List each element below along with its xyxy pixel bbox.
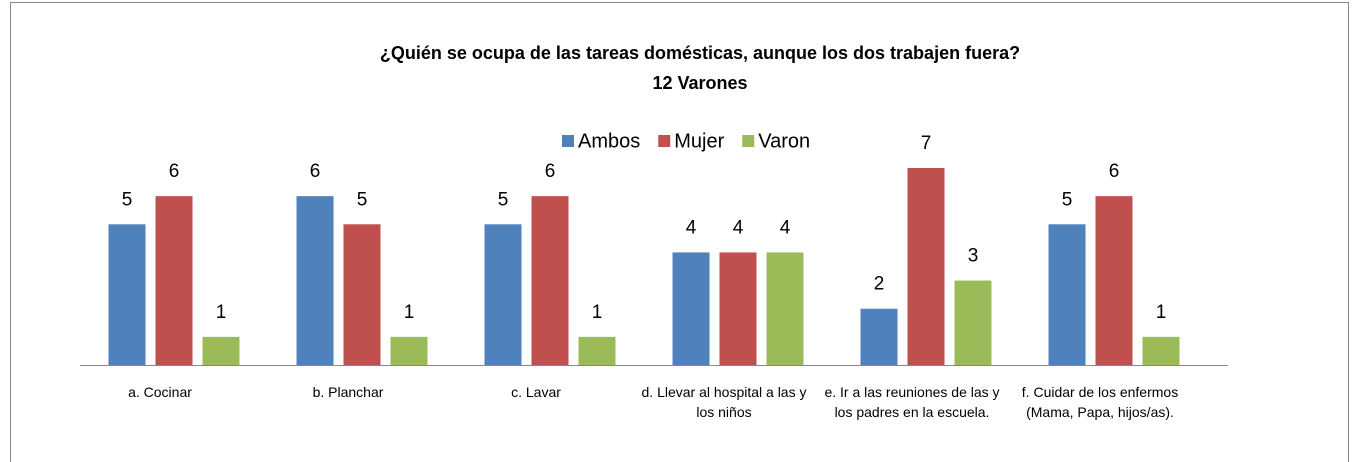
x-tick-label: c. Lavar bbox=[511, 384, 561, 400]
bar bbox=[155, 196, 193, 365]
bar bbox=[860, 308, 898, 365]
bar bbox=[1095, 196, 1133, 365]
legend-swatch bbox=[562, 135, 574, 147]
value-label: 1 bbox=[592, 302, 603, 323]
legend-label: Varon bbox=[758, 130, 810, 152]
value-label: 7 bbox=[921, 133, 932, 154]
legend-swatch bbox=[658, 135, 671, 147]
bar bbox=[907, 168, 945, 365]
bar bbox=[578, 336, 616, 365]
bar bbox=[531, 196, 569, 365]
bar bbox=[296, 196, 334, 365]
legend-label: Ambos bbox=[578, 130, 640, 152]
value-label: 3 bbox=[968, 246, 979, 267]
x-tick-label: f. Cuidar de los enfermos (Mama, Papa, h… bbox=[1021, 384, 1179, 420]
bar bbox=[672, 252, 710, 365]
value-label: 6 bbox=[545, 161, 556, 182]
bar bbox=[202, 336, 240, 365]
value-label: 4 bbox=[733, 217, 744, 238]
value-label: 5 bbox=[498, 189, 509, 210]
value-label: 4 bbox=[686, 217, 697, 238]
x-tick-label: b. Planchar bbox=[312, 384, 384, 400]
value-label: 1 bbox=[1156, 302, 1167, 323]
bar bbox=[390, 336, 428, 365]
value-label: 6 bbox=[1109, 161, 1120, 182]
bar bbox=[766, 252, 804, 365]
value-label: 1 bbox=[216, 302, 227, 323]
bar bbox=[719, 252, 757, 365]
value-label: 5 bbox=[122, 189, 133, 210]
chart-title: ¿Quién se ocupa de las tareas domésticas… bbox=[380, 43, 1020, 63]
value-label: 4 bbox=[780, 217, 791, 238]
legend-label: Mujer bbox=[674, 130, 724, 152]
legend-swatch bbox=[742, 135, 755, 147]
value-label: 6 bbox=[310, 161, 321, 182]
bar bbox=[484, 224, 522, 365]
bar bbox=[108, 224, 146, 365]
bar bbox=[1142, 336, 1180, 365]
x-tick-label: e. Ir a las reuniones de las y los padre… bbox=[824, 384, 1000, 420]
value-label: 5 bbox=[1062, 189, 1073, 210]
value-label: 2 bbox=[874, 274, 885, 295]
value-label: 1 bbox=[404, 302, 415, 323]
bar bbox=[1048, 224, 1086, 365]
value-label: 5 bbox=[357, 189, 368, 210]
value-label: 6 bbox=[169, 161, 180, 182]
x-tick-label: d. Llevar al hospital a las y los niños bbox=[641, 384, 807, 420]
x-tick-label: a. Cocinar bbox=[128, 384, 192, 400]
chart-subtitle: 12 Varones bbox=[652, 73, 747, 93]
bar bbox=[343, 224, 381, 365]
bar bbox=[954, 280, 992, 365]
